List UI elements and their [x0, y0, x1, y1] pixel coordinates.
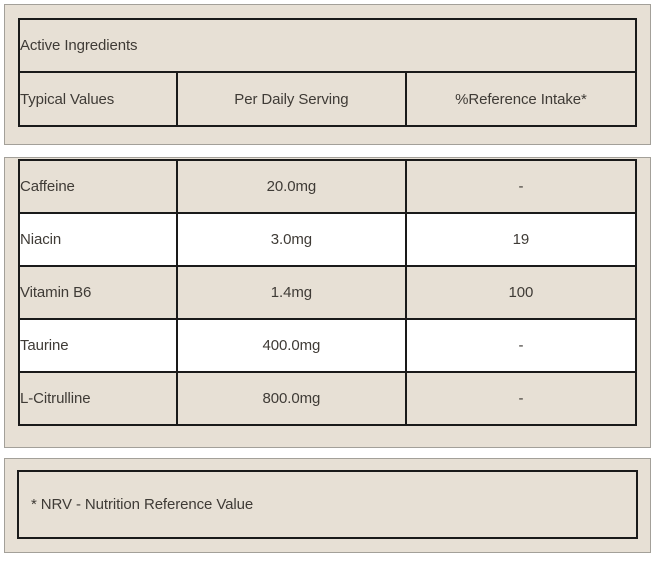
footnote-text: * NRV - Nutrition Reference Value	[31, 496, 254, 513]
per-serving-cell: 1.4mg	[175, 265, 407, 320]
active-ingredients-header-table: Active Ingredients Typical Values Per Da…	[18, 18, 638, 127]
table-row: Niacin 3.0mg 19	[18, 212, 638, 267]
ingredients-table: Caffeine 20.0mg - Niacin 3.0mg 19 Vitami…	[18, 159, 638, 426]
ingredient-name-cell: Vitamin B6	[18, 265, 178, 320]
column-header-typical-values: Typical Values	[18, 71, 178, 127]
ingredients-panel: Caffeine 20.0mg - Niacin 3.0mg 19 Vitami…	[4, 157, 651, 448]
footnote-box: * NRV - Nutrition Reference Value	[17, 470, 638, 539]
column-header-reference-intake: %Reference Intake*	[404, 71, 638, 127]
table-row: Caffeine 20.0mg -	[18, 159, 638, 214]
header-panel: Active Ingredients Typical Values Per Da…	[4, 4, 651, 145]
table-title: Active Ingredients	[18, 18, 637, 73]
column-header-per-daily-serving: Per Daily Serving	[175, 71, 407, 127]
reference-intake-cell: -	[404, 371, 638, 426]
reference-intake-cell: 19	[404, 212, 638, 267]
table-row: Taurine 400.0mg -	[18, 318, 638, 373]
table-row: L-Citrulline 800.0mg -	[18, 371, 638, 426]
reference-intake-cell: -	[404, 159, 638, 214]
per-serving-cell: 400.0mg	[175, 318, 407, 373]
ingredient-name-cell: Niacin	[18, 212, 178, 267]
ingredient-name-cell: Taurine	[18, 318, 178, 373]
per-serving-cell: 3.0mg	[175, 212, 407, 267]
per-serving-cell: 20.0mg	[175, 159, 407, 214]
table-title-row: Active Ingredients	[18, 18, 637, 73]
page: { "colors": { "panel_bg": "#e7e0d5", "ro…	[0, 4, 656, 564]
ingredient-name-cell: L-Citrulline	[18, 371, 178, 426]
table-row: Vitamin B6 1.4mg 100	[18, 265, 638, 320]
reference-intake-cell: 100	[404, 265, 638, 320]
reference-intake-cell: -	[404, 318, 638, 373]
ingredient-name-cell: Caffeine	[18, 159, 178, 214]
column-header-row: Typical Values Per Daily Serving %Refere…	[18, 71, 638, 127]
per-serving-cell: 800.0mg	[175, 371, 407, 426]
footnote-panel: * NRV - Nutrition Reference Value	[4, 458, 651, 553]
